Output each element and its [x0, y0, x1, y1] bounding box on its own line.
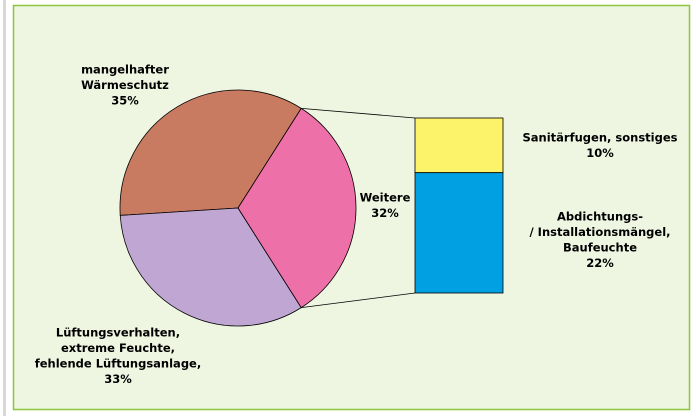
bar-segment: [414, 172, 504, 294]
pie-slice: [119, 89, 302, 216]
connector: [301, 107, 416, 119]
value-label: 32%: [371, 206, 399, 220]
connector: [301, 292, 416, 309]
slice-label: Abdichtungs-: [557, 210, 643, 224]
bar-segment: [414, 117, 504, 174]
value-label: 22%: [586, 256, 614, 270]
slice-label: / Installationsmängel,: [529, 225, 670, 239]
value-label: 33%: [104, 372, 132, 386]
slice-label: extreme Feuchte,: [61, 341, 175, 355]
pie-slice: [237, 107, 357, 309]
slice-label: Weitere: [360, 191, 411, 205]
value-label: 35%: [111, 94, 139, 108]
side-rule: [3, 0, 6, 416]
slice-label: mangelhafter: [81, 63, 169, 77]
slice-label: Baufeuchte: [563, 241, 637, 255]
pie-slice: [119, 207, 302, 327]
slice-label: Sanitärfugen, sonstiges: [523, 131, 678, 145]
slice-label: Wärmeschutz: [81, 78, 169, 92]
slice-label: fehlende Lüftungsanlage,: [35, 357, 201, 371]
slice-label: Lüftungsverhalten,: [56, 326, 180, 340]
value-label: 10%: [586, 146, 614, 160]
